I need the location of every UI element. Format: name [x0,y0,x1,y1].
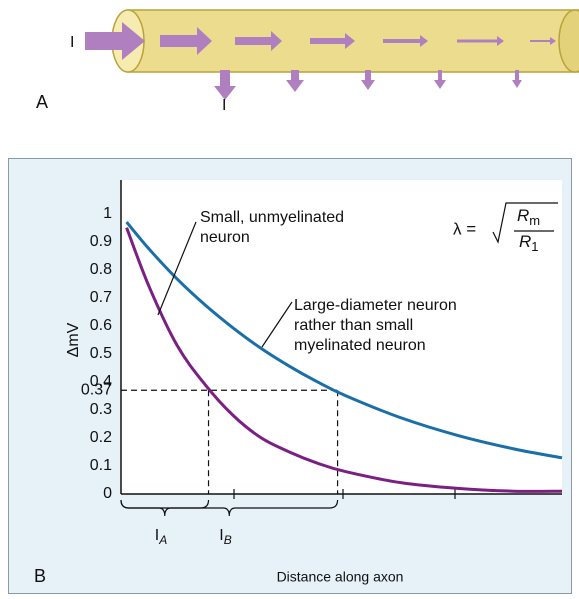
panel-label: A [36,92,48,112]
formula-num: Rm [517,206,540,228]
y-tick-label: 0.9 [90,233,112,250]
y-tick-label: 0.7 [90,289,112,306]
arrow [310,33,355,49]
y-tick-label: 0.1 [90,457,112,474]
brace-label-main: I [219,527,223,544]
y-tick-label: 0.37 [81,381,112,398]
arrow [160,27,212,55]
arrow-out [361,70,375,90]
arrow [530,37,556,45]
formula-den: R1 [519,232,539,254]
brace-label-sub: A [158,533,167,547]
arrow [383,35,428,47]
formula-root [492,202,558,244]
axon-end [558,9,579,73]
y-tick-label: 0.5 [90,345,112,362]
brace-label: IB [219,527,231,547]
arrow-out [512,70,522,88]
current-arrows [85,22,556,100]
panel-label: B [34,566,46,586]
brace [120,499,339,517]
current-label: I [70,34,74,51]
formula-den-sub: 1 [531,239,538,254]
arrow-out [286,70,304,92]
formula-lhs: λ = [453,219,476,238]
arrow [235,31,282,51]
y-axis-label: ΔmV [65,322,82,357]
series-label: Large-diameter neuron rather than small … [294,297,457,354]
y-tick-label: 0.2 [90,429,112,446]
x-axis-label: Distance along axon [277,569,404,585]
brace-label-main: I [155,527,159,544]
arrow-out [214,70,236,100]
brace-label: IA [155,527,167,547]
formula-num-main: R [517,206,529,225]
formula-num-sub: m [529,213,540,228]
leader-line [157,221,197,316]
y-tick-label: 0 [103,485,112,502]
arrow-out [434,70,446,89]
brace-label-sub: B [224,533,232,547]
y-tick-label: 0.6 [90,317,112,334]
y-tick-label: 0.4 [90,373,112,390]
series-line [125,227,563,493]
axon-diagram: I I A [36,9,579,114]
series-line [125,221,563,460]
y-tick-label: 1 [103,205,112,222]
leader-line [261,301,293,348]
current-label: I [222,97,226,114]
arrow-in [85,22,145,60]
y-tick-label: 0.8 [90,261,112,278]
y-tick-label: 0.3 [90,401,112,418]
arrow [457,36,504,46]
formula-den-main: R [519,232,531,251]
series-label: Small, unmyelinated neuron [200,209,345,246]
